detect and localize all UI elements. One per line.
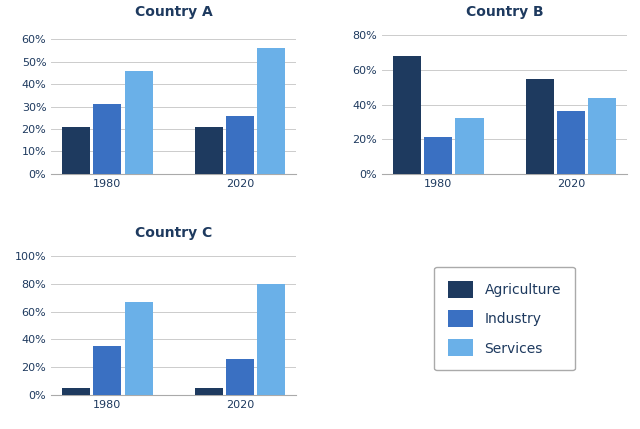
Bar: [424, 137, 452, 174]
Bar: [226, 359, 254, 395]
Title: Country A: Country A: [135, 5, 212, 19]
Bar: [195, 127, 223, 174]
Bar: [393, 56, 421, 174]
Bar: [456, 118, 484, 174]
Bar: [93, 346, 122, 395]
Bar: [588, 98, 616, 174]
Bar: [226, 115, 254, 174]
Bar: [557, 112, 585, 174]
Bar: [525, 79, 554, 174]
Bar: [195, 388, 223, 395]
Bar: [93, 104, 122, 174]
Legend: Agriculture, Industry, Services: Agriculture, Industry, Services: [435, 267, 575, 370]
Bar: [62, 388, 90, 395]
Bar: [257, 48, 285, 174]
Bar: [125, 302, 153, 395]
Bar: [257, 284, 285, 395]
Title: Country B: Country B: [466, 5, 543, 19]
Bar: [62, 127, 90, 174]
Title: Country C: Country C: [135, 226, 212, 240]
Bar: [125, 71, 153, 174]
